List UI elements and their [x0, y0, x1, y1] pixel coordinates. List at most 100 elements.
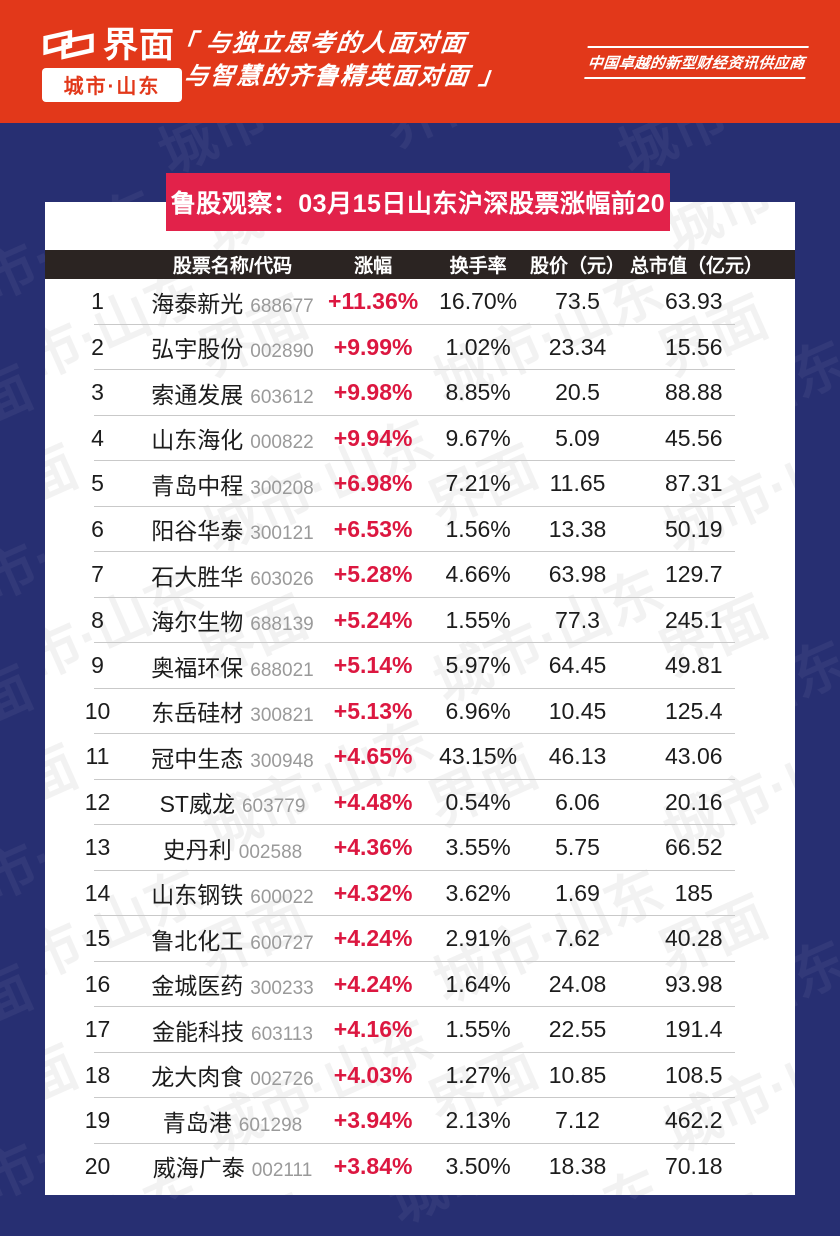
watermark-text: 界面 [0, 955, 42, 1059]
rank-cell: 5 [91, 470, 104, 497]
rank-cell: 3 [91, 379, 104, 406]
name-cell: 山东钢铁 600022 [150, 876, 315, 910]
turnover-cell: 2.13% [445, 1107, 511, 1134]
stock-name: 石大胜华 [151, 563, 244, 590]
table-row: 2 弘宇股份 002890 +9.99% 1.02% 23.34 15.56 [45, 325, 795, 371]
name-cell: ST威龙 603779 [150, 785, 315, 819]
stock-code: 002890 [250, 341, 314, 363]
stock-code: 002111 [251, 1160, 313, 1182]
change-cell: +4.48% [333, 788, 413, 815]
marketcap-cell: 87.31 [664, 470, 723, 497]
change-cell: +9.94% [333, 424, 413, 451]
table-header-row: 股票名称/代码 涨幅 换手率 股价（元） 总市值（亿元） [45, 250, 795, 279]
watermark-text: 界面 [0, 655, 42, 759]
stock-name: 威海广泰 [152, 1155, 245, 1182]
stock-code: 688677 [250, 295, 314, 317]
header-name-code: 股票名称/代码 [172, 256, 293, 277]
change-cell: +4.24% [333, 970, 413, 997]
rank-cell: 13 [84, 834, 111, 861]
watermark-text: 城市·山东 [834, 1067, 840, 1236]
change-cell: +4.65% [333, 743, 413, 770]
stock-name: 索通发展 [151, 381, 244, 408]
table-row: 4 山东海化 000822 +9.94% 9.67% 5.09 45.56 [45, 416, 795, 462]
marketcap-cell: 185 [674, 879, 713, 906]
turnover-cell: 1.27% [445, 1061, 511, 1088]
watermark-text: 城市·山东 [834, 167, 840, 340]
stock-code: 688021 [250, 659, 314, 681]
price-cell: 73.5 [555, 288, 600, 315]
name-cell: 冠中生态 300948 [150, 740, 315, 774]
watermark-text: 界面 [833, 655, 840, 759]
turnover-cell: 1.64% [445, 970, 511, 997]
watermark-text: 界面 [0, 123, 44, 163]
tagline-line2: 与智慧的齐鲁精英面对面 」 [182, 63, 507, 90]
turnover-cell: 2.91% [445, 925, 511, 952]
table-row: 15 鲁北化工 600727 +4.24% 2.91% 7.62 40.28 [45, 916, 795, 962]
turnover-cell: 1.55% [445, 606, 511, 633]
turnover-cell: 8.85% [445, 379, 511, 406]
table-row: 14 山东钢铁 600022 +4.32% 3.62% 1.69 185 [45, 871, 795, 917]
header-turnover: 换手率 [449, 256, 507, 277]
price-cell: 7.62 [555, 925, 600, 952]
name-cell: 石大胜华 603026 [150, 558, 315, 592]
name-cell: 金能科技 603113 [150, 1013, 315, 1047]
marketcap-cell: 108.5 [664, 1061, 723, 1088]
name-cell: 金城医药 300233 [150, 967, 315, 1001]
stock-code: 300233 [250, 978, 314, 1000]
turnover-cell: 0.54% [445, 788, 511, 815]
price-cell: 63.98 [548, 561, 607, 588]
table-row: 16 金城医药 300233 +4.24% 1.64% 24.08 93.98 [45, 962, 795, 1008]
rank-cell: 17 [84, 1016, 111, 1043]
turnover-cell: 3.50% [445, 1152, 511, 1179]
watermark-text: 界面 [833, 955, 840, 1059]
stock-name: 阳谷华泰 [151, 518, 244, 545]
price-cell: 5.75 [555, 834, 600, 861]
change-cell: +11.36% [328, 288, 419, 315]
stock-name: 海尔生物 [151, 609, 244, 636]
name-cell: 索通发展 603612 [150, 376, 315, 410]
stock-name: 青岛中程 [151, 472, 244, 499]
jiemian-logo: 界面 城市·山东 [42, 28, 182, 102]
stock-name: 海泰新光 [151, 290, 244, 317]
table-row: 7 石大胜华 603026 +5.28% 4.66% 63.98 129.7 [45, 552, 795, 598]
price-cell: 13.38 [548, 515, 607, 542]
turnover-cell: 1.56% [445, 515, 511, 542]
price-cell: 10.85 [548, 1061, 607, 1088]
price-cell: 7.12 [555, 1107, 600, 1134]
stock-code: 603113 [251, 1023, 313, 1045]
stock-name: 奥福环保 [151, 654, 244, 681]
stock-code: 300948 [250, 750, 314, 772]
name-cell: 奥福环保 688021 [150, 649, 315, 683]
price-cell: 5.09 [555, 424, 600, 451]
stock-code: 000822 [250, 432, 314, 454]
stock-name: 金能科技 [152, 1018, 244, 1045]
change-cell: +4.36% [333, 834, 413, 861]
marketcap-cell: 245.1 [664, 606, 723, 633]
stock-name: 青岛港 [162, 1109, 232, 1136]
watermark-text: 界面 [833, 355, 840, 459]
change-cell: +4.32% [333, 879, 413, 906]
price-cell: 77.3 [555, 606, 600, 633]
watermark-text: 界面 [828, 123, 840, 163]
stock-code: 300208 [250, 477, 314, 499]
stock-code: 300121 [250, 523, 314, 545]
stock-name: 山东钢铁 [151, 882, 244, 909]
price-cell: 23.34 [548, 333, 607, 360]
stock-name: 山东海化 [151, 427, 244, 454]
watermark-text: 城市·山东 [144, 1217, 399, 1236]
marketcap-cell: 88.88 [664, 379, 723, 406]
rank-cell: 19 [84, 1107, 111, 1134]
turnover-cell: 3.55% [445, 834, 511, 861]
price-cell: 1.69 [555, 879, 600, 906]
price-cell: 64.45 [548, 652, 607, 679]
turnover-cell: 3.62% [445, 879, 511, 906]
change-cell: +5.24% [333, 606, 413, 633]
turnover-cell: 1.02% [445, 333, 511, 360]
watermark-text: 界面 [368, 123, 503, 163]
rank-cell: 15 [84, 925, 111, 952]
title-banner: 鲁股观察：03月15日山东沪深股票涨幅前20 [166, 173, 670, 231]
rank-cell: 7 [91, 561, 104, 588]
price-cell: 11.65 [549, 470, 606, 497]
rank-cell: 2 [91, 333, 104, 360]
